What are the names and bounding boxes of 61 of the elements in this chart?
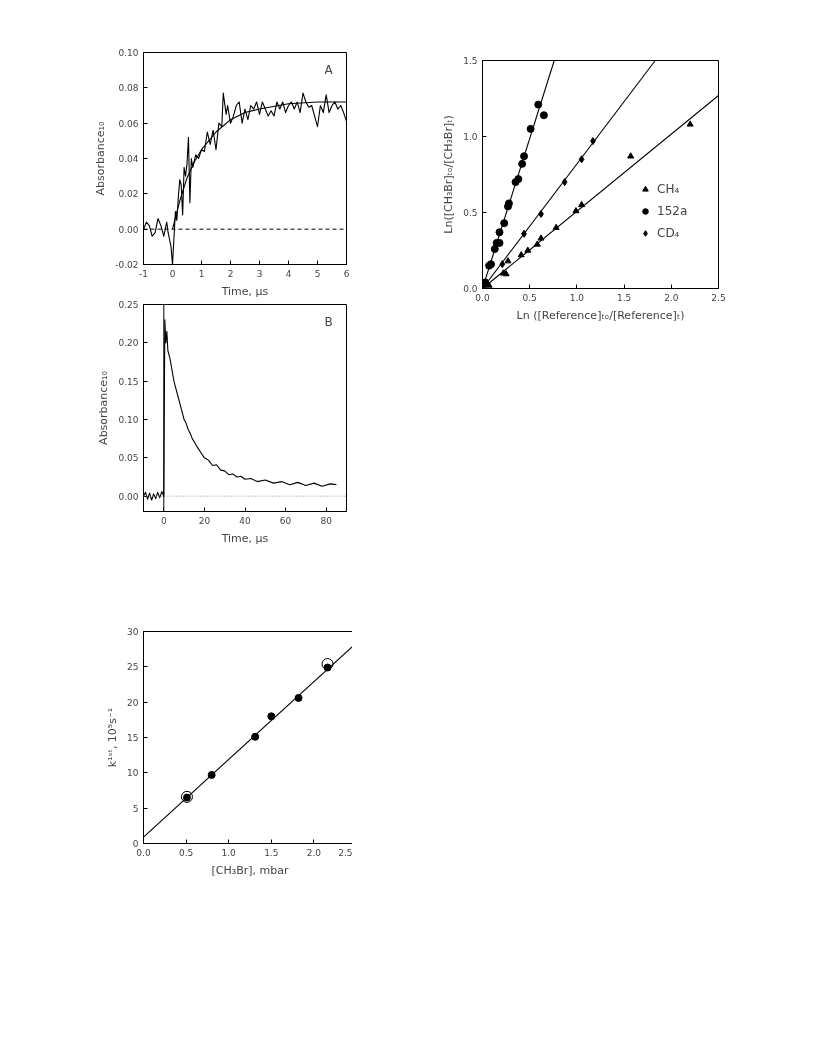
y-axis-title: k¹ˢᵗ, 10⁵s⁻¹ (106, 707, 120, 768)
y-tick-label: 0.15 (118, 376, 139, 387)
x-tick-label: 20 (198, 515, 211, 526)
y-axis-title: Ln([CH₃Br]ₜₒ/[CH₃Br]ₜ) (442, 115, 456, 234)
x-axis-title: Time, μs (220, 531, 269, 545)
y-tick-label: 0.06 (118, 118, 139, 129)
x-tick-label: 5 (314, 268, 321, 279)
y-tick-label: 0.5 (463, 208, 478, 218)
x-tick-label: 40 (239, 515, 251, 526)
y-tick-label: 0.05 (118, 453, 139, 464)
y-tick-label: 0.20 (118, 338, 139, 349)
annotation: A (324, 62, 334, 77)
x-tick-label: 4 (285, 268, 292, 279)
y-tick-label: 15 (127, 733, 139, 743)
y-tick-label: 0.10 (118, 48, 139, 58)
y-tick-label: 0.00 (118, 491, 139, 502)
y-tick-label: 0.08 (118, 83, 139, 94)
x-axis-title: Time, μs (220, 284, 269, 298)
x-tick-label: 1.5 (616, 292, 632, 303)
annotation: B (324, 314, 333, 329)
x-axis-title: [CH₃Br], mbar (211, 863, 289, 877)
y-tick-label: 10 (127, 768, 139, 779)
y-tick-label: 0.02 (118, 189, 139, 200)
x-tick-label: 60 (279, 515, 292, 526)
x-tick-label: 2 (227, 268, 234, 279)
y-tick-label: 1.5 (463, 56, 478, 66)
x-tick-label: 2.5 (338, 847, 353, 858)
y-tick-label: 0 (132, 839, 139, 849)
x-tick-label: 1 (198, 268, 205, 279)
x-tick-label: 6 (343, 268, 350, 279)
x-axis-title: Ln ([Reference]ₜₒ/[Reference]ₜ) (516, 308, 685, 322)
y-tick-label: -0.02 (115, 260, 139, 270)
y-tick-label: 0.0 (463, 284, 478, 294)
x-tick-label: 1.0 (569, 292, 585, 303)
y-tick-label: 0.10 (118, 415, 139, 425)
y-tick-label: 1.0 (463, 132, 478, 142)
y-tick-label: 30 (127, 627, 139, 637)
y-tick-label: 5 (132, 803, 139, 814)
x-tick-label: 0 (169, 268, 176, 279)
x-tick-label: 3 (256, 268, 263, 279)
legend-label: CH₄ (657, 182, 680, 196)
x-tick-label: 2.0 (664, 292, 679, 303)
y-axis-title: Absorbance₁₀ (97, 370, 111, 445)
x-tick-label: 2.0 (306, 847, 322, 858)
y-tick-label: 0.04 (118, 154, 139, 164)
x-tick-label: 80 (320, 515, 333, 526)
legend-label: CD₄ (657, 226, 680, 240)
y-tick-label: 0.00 (118, 224, 139, 235)
y-tick-label: 20 (127, 697, 139, 708)
x-tick-label: 0.5 (178, 847, 194, 858)
x-tick-label: 0.5 (522, 292, 537, 303)
x-tick-label: 0.0 (475, 292, 490, 303)
x-tick-label: -1 (139, 268, 148, 279)
x-tick-label: 1.5 (264, 847, 279, 858)
x-tick-label: 0 (160, 515, 167, 526)
x-tick-label: 2.5 (711, 292, 726, 303)
x-tick-label: 1.0 (221, 847, 237, 858)
y-axis-title: Absorbance₁₀ (94, 121, 108, 196)
legend-label: 152a (657, 204, 688, 218)
y-tick-label: 25 (127, 662, 139, 673)
y-tick-label: 0.25 (118, 300, 139, 310)
